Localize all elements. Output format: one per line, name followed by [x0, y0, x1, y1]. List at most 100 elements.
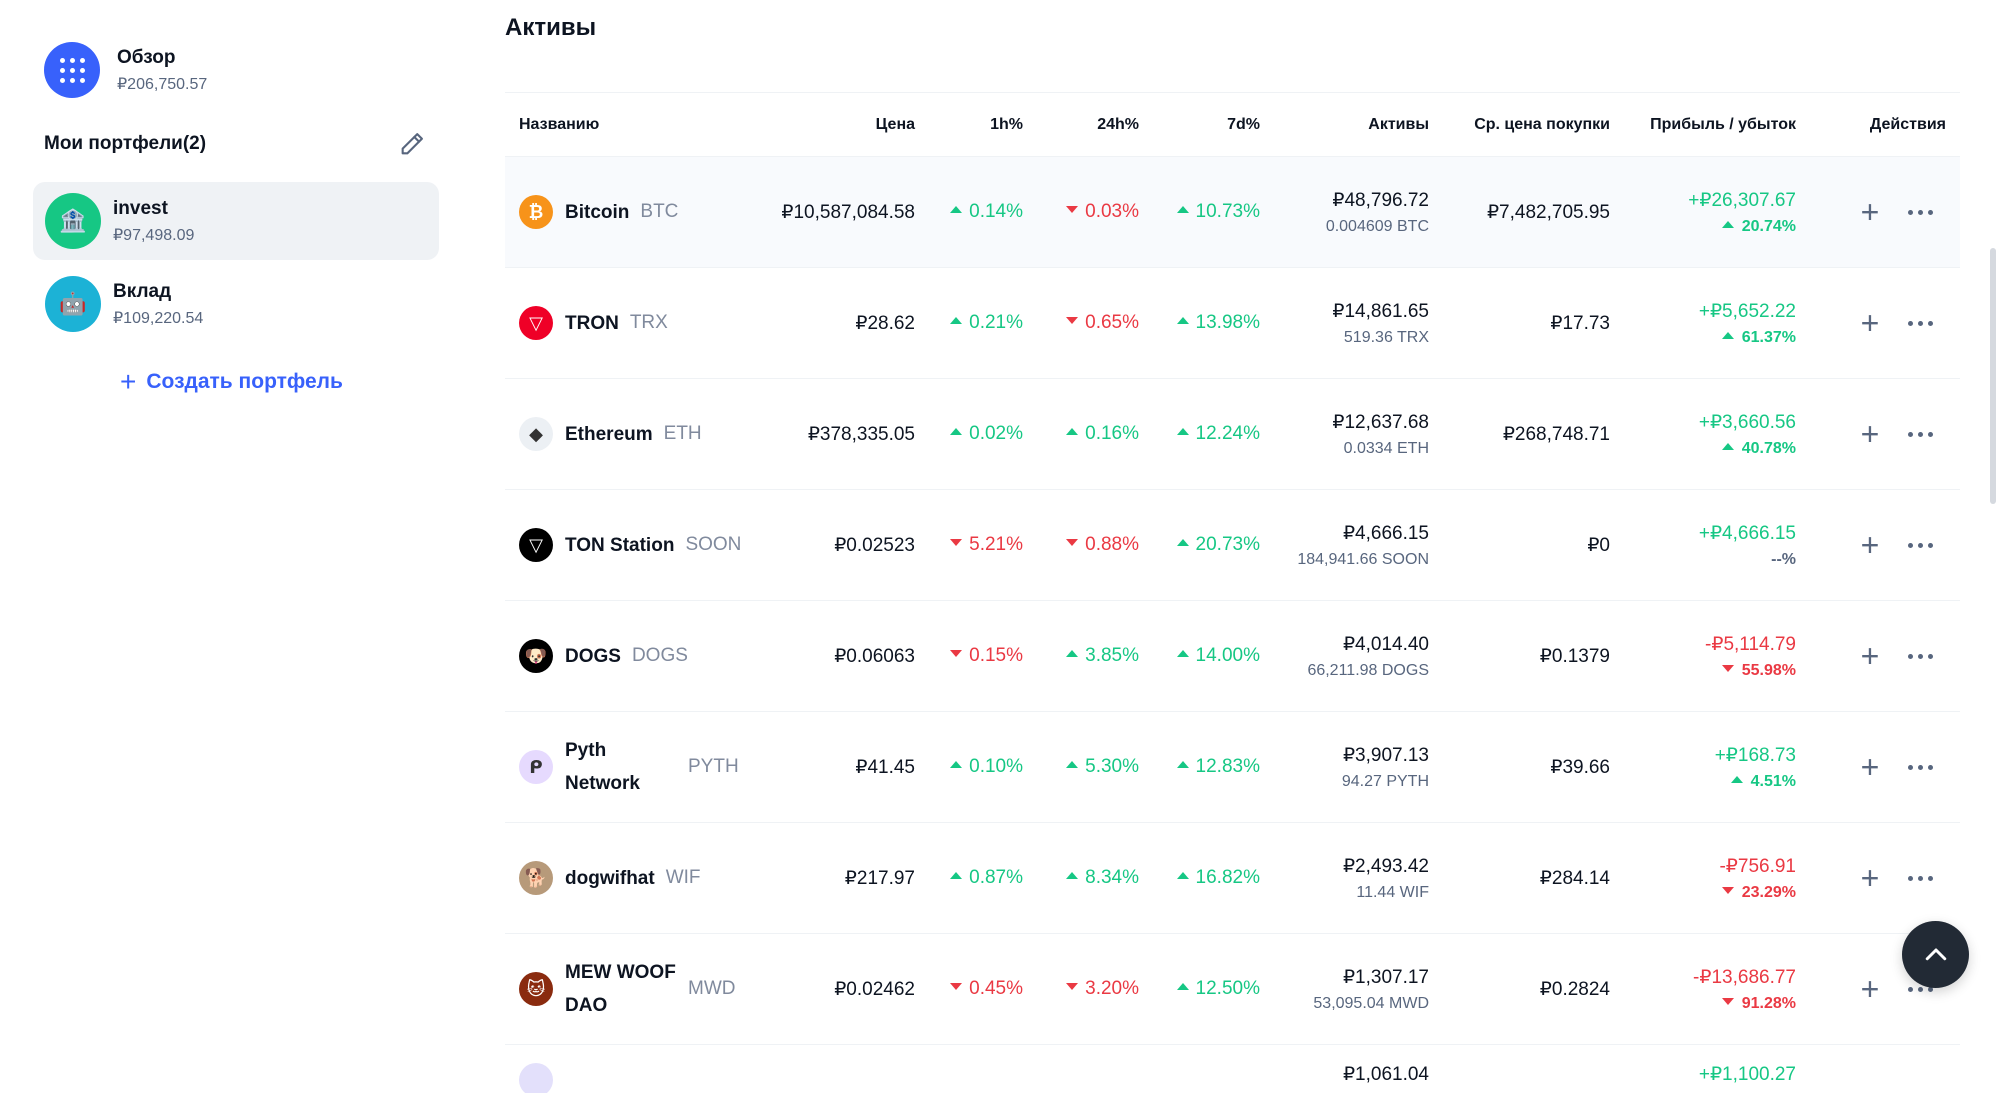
coin-cell[interactable]: ◆ Ethereum ETH [505, 417, 755, 451]
table-row[interactable]: ▽ TRON TRX ₽28.62 0.21% 0.65% 13.98% ₽14,861.65… [505, 268, 1960, 379]
holdings: ₽12,637.68 0.0334 ETH [1260, 411, 1429, 458]
add-transaction-button[interactable]: + [1860, 415, 1880, 452]
more-options-button[interactable] [1894, 747, 1946, 787]
pencil-icon [401, 133, 423, 155]
table-row[interactable]: ▽ TON Station SOON ₽0.02523 5.21% 0.88% 20.73%… [505, 490, 1960, 601]
pnl-value: +₽26,307.67 [1688, 189, 1796, 211]
coin-cell[interactable]: 🐕 dogwifhat WIF [505, 861, 755, 895]
edit-portfolios-button[interactable] [396, 128, 428, 160]
triangle-up-icon [1721, 220, 1734, 228]
scroll-to-top-button[interactable] [1902, 921, 1969, 988]
create-portfolio-button[interactable]: + Создать портфель [120, 368, 343, 396]
table-row-partial[interactable]: ₽1,061.04 +₽1,100.27 [505, 1045, 1960, 1093]
portfolio-item-1[interactable]: 🤖 Вклад ₽109,220.54 [33, 265, 439, 343]
change-24h: 0.03% [1023, 201, 1139, 223]
table-row[interactable]: ◆ Ethereum ETH ₽378,335.05 0.02% 0.16% 12.24% ₽… [505, 379, 1960, 490]
price: ₽0.06063 [834, 645, 915, 667]
coin-symbol: SOON [685, 534, 742, 555]
coin-cell[interactable]: ₿ Bitcoin BTC [505, 195, 755, 229]
triangle-up-icon [1066, 872, 1079, 880]
triangle-up-icon [1730, 775, 1743, 783]
coin-name: TRON [565, 312, 619, 334]
holdings-amount: 53,095.04 MWD [1313, 994, 1429, 1012]
pnl-percent: 55.98% [1610, 662, 1796, 680]
portfolio-item-0[interactable]: 🏦 invest ₽97,498.09 [33, 182, 439, 260]
add-transaction-button[interactable]: + [1860, 526, 1880, 563]
coin-name: MEW WOOF DAO [565, 962, 676, 1016]
more-options-button[interactable] [1894, 525, 1946, 565]
header-name[interactable]: Названию [519, 115, 600, 133]
add-transaction-button[interactable]: + [1860, 970, 1880, 1007]
triangle-up-icon [1721, 442, 1734, 450]
scrollbar[interactable] [1990, 248, 1996, 504]
triangle-down-icon [950, 650, 963, 658]
pnl-percent: 4.51% [1610, 773, 1796, 791]
change-7d: 13.98% [1139, 312, 1260, 334]
add-transaction-button[interactable]: + [1860, 748, 1880, 785]
table-row[interactable]: 🐕 dogwifhat WIF ₽217.97 0.87% 8.34% 16.82% ₽2,4… [505, 823, 1960, 934]
more-options-button[interactable] [1894, 636, 1946, 676]
my-portfolios-title: Мои портфели(2) [44, 133, 207, 154]
price: ₽28.62 [855, 312, 915, 334]
table-row[interactable]: 🐱 MEW WOOF DAO MWD ₽0.02462 0.45% 3.20% 12.50%… [505, 934, 1960, 1045]
dogwifhat-logo-icon: 🐕 [519, 861, 553, 895]
header-1h[interactable]: 1h% [990, 115, 1023, 133]
change-7d: 10.73% [1139, 201, 1260, 223]
header-pnl[interactable]: Прибыль / убыток [1650, 115, 1796, 133]
holdings-value: ₽12,637.68 [1332, 411, 1429, 433]
holdings: ₽4,014.40 66,211.98 DOGS [1260, 633, 1429, 680]
pnl-value: +₽3,660.56 [1698, 411, 1796, 433]
triangle-down-icon [1066, 206, 1079, 214]
header-7d[interactable]: 7d% [1227, 115, 1260, 133]
coin-name: Pyth Network [565, 740, 640, 794]
coin-name: TON Station [565, 534, 675, 556]
avg-buy-price: ₽0.2824 [1539, 978, 1610, 1000]
coin-cell[interactable]: 🐱 MEW WOOF DAO MWD [505, 956, 755, 1022]
more-options-button[interactable] [1894, 858, 1946, 898]
portfolio-value: ₽97,498.09 [113, 227, 195, 244]
more-options-button[interactable] [1894, 192, 1946, 232]
change-24h: 0.88% [1023, 534, 1139, 556]
header-avg-price[interactable]: Ср. цена покупки [1474, 115, 1610, 133]
coin-cell[interactable]: 🐶 DOGS DOGS [505, 639, 755, 673]
coin-symbol: MWD [688, 978, 736, 999]
more-options-button[interactable] [1894, 414, 1946, 454]
table-row[interactable]: ᑭ Pyth Network PYTH ₽41.45 0.10% 5.30% 12.83% ₽… [505, 712, 1960, 823]
triangle-up-icon [1176, 428, 1189, 436]
holdings-amount: 519.36 TRX [1343, 328, 1429, 346]
actions-cell: + [1796, 858, 1960, 898]
add-transaction-button[interactable]: + [1860, 304, 1880, 341]
add-transaction-button[interactable]: + [1860, 637, 1880, 674]
more-options-button[interactable] [1894, 969, 1946, 1009]
more-options-button[interactable] [1894, 303, 1946, 343]
pnl-percent: 61.37% [1610, 329, 1796, 347]
pnl: +₽26,307.67 20.74% [1610, 189, 1796, 236]
pnl: +₽5,652.22 61.37% [1610, 300, 1796, 347]
table-row[interactable]: ₿ Bitcoin BTC ₽10,587,084.58 0.14% 0.03% 10.73… [505, 157, 1960, 268]
table-row[interactable]: 🐶 DOGS DOGS ₽0.06063 0.15% 3.85% 14.00% ₽4,014.… [505, 601, 1960, 712]
header-24h[interactable]: 24h% [1097, 115, 1139, 133]
change-1h: 0.45% [915, 978, 1023, 1000]
triangle-up-icon [1066, 761, 1079, 769]
change-24h: 8.34% [1023, 867, 1139, 889]
header-price[interactable]: Цена [875, 115, 915, 133]
holdings: ₽14,861.65 519.36 TRX [1260, 300, 1429, 347]
overview-item[interactable]: Обзор ₽206,750.57 [44, 42, 207, 98]
holdings-value: ₽1,061.04 [1342, 1064, 1429, 1085]
avg-buy-price: ₽17.73 [1550, 312, 1610, 334]
header-holdings[interactable]: Активы [1368, 115, 1429, 133]
pnl-percent: 23.29% [1610, 884, 1796, 902]
coin-cell[interactable]: ᑭ Pyth Network PYTH [505, 734, 755, 800]
holdings: ₽48,796.72 0.004609 BTC [1260, 189, 1429, 236]
coin-cell[interactable]: ▽ TRON TRX [505, 306, 755, 340]
add-transaction-button[interactable]: + [1860, 859, 1880, 896]
holdings: ₽2,493.42 11.44 WIF [1260, 855, 1429, 902]
holdings-value: ₽4,014.40 [1342, 633, 1429, 655]
avg-buy-price: ₽268,748.71 [1502, 423, 1610, 445]
coin-symbol: BTC [640, 201, 679, 222]
add-transaction-button[interactable]: + [1860, 193, 1880, 230]
holdings-value: ₽2,493.42 [1342, 855, 1429, 877]
chevron-up-icon [1925, 948, 1946, 960]
triangle-down-icon [950, 539, 963, 547]
coin-cell[interactable]: ▽ TON Station SOON [505, 528, 755, 562]
